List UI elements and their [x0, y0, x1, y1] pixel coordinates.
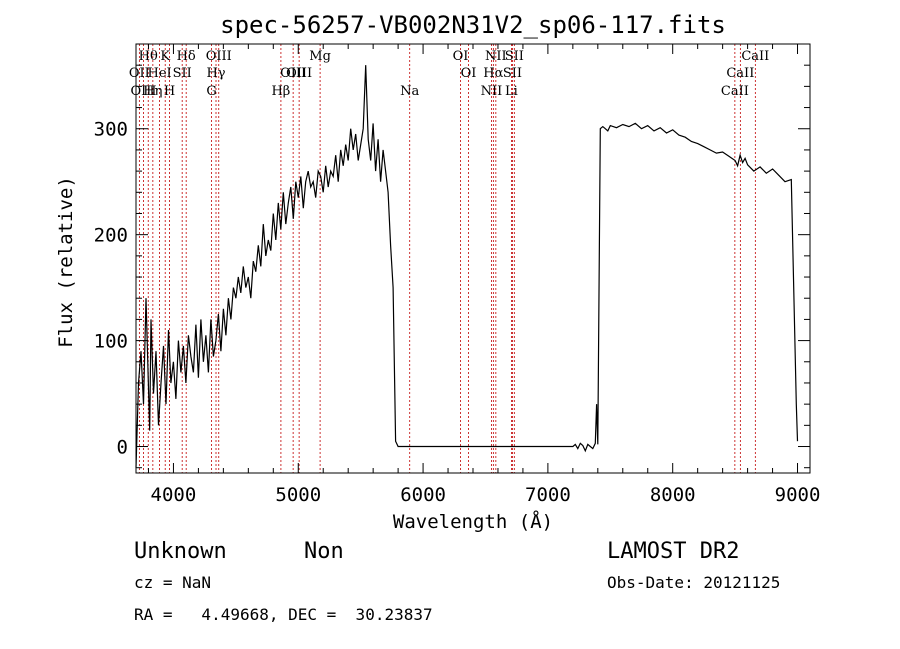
y-tick-label: 100: [94, 331, 128, 353]
spectral-line-label: SII: [173, 66, 192, 81]
spectral-line-label: OI: [453, 49, 469, 64]
obs-date-text: Obs-Date: 20121125: [607, 573, 780, 592]
plot-frame: [135, 43, 811, 474]
y-tick-label: 0: [117, 437, 128, 459]
spectral-line-label: OIII: [286, 66, 312, 81]
y-axis-label: Flux (relative): [55, 176, 77, 348]
spectral-line-label: CaII: [741, 49, 769, 64]
y-tick-label: 300: [94, 119, 128, 141]
spectral-line-label: K: [160, 49, 170, 64]
x-axis-ticks: 4000 5000 6000 7000 8000 9000: [147, 44, 821, 506]
spectral-line-label: CaII: [726, 66, 754, 81]
x-tick-label: 7000: [525, 484, 571, 506]
spectral-line-labels: HθOIIOIIIHηHeIKHSIIHδGOIIIHγHβOIIIOIIIMg…: [129, 49, 769, 99]
spectral-line-label: HeI: [148, 66, 172, 81]
coordinates-text: RA = 4.49668, DEC = 30.23837: [134, 605, 433, 624]
object-subclass: Non: [304, 539, 344, 564]
x-tick-label: 5000: [275, 484, 321, 506]
spectral-line-label: G: [206, 84, 216, 99]
spectral-line-label: Hα: [483, 66, 503, 81]
x-tick-label: 9000: [775, 484, 821, 506]
spectral-line-label: OIII: [130, 84, 156, 99]
chart-title: spec-56257-VB002N31V2_sp06-117.fits: [220, 11, 726, 39]
spectral-line-label: SII: [503, 66, 522, 81]
redshift-text: cz = NaN: [134, 573, 211, 592]
spectral-line-label: NII: [485, 49, 507, 64]
spectral-line-label: Hδ: [177, 49, 196, 64]
x-tick-label: 6000: [400, 484, 446, 506]
spectral-line-label: OIII: [280, 66, 306, 81]
y-tick-label: 200: [94, 225, 128, 247]
spectral-line-label: Mg: [309, 49, 331, 64]
spectral-line-label: Hη: [143, 84, 162, 99]
x-axis-label: Wavelength (Å): [393, 510, 553, 533]
spectral-line-label: Hγ: [206, 66, 225, 81]
spectral-line-markers: [138, 44, 756, 473]
object-class: Unknown: [134, 539, 227, 564]
spectral-line-label: OII: [129, 66, 150, 81]
spectral-line-label: Li: [505, 84, 518, 99]
spectral-line-label: OI: [461, 66, 477, 81]
spectral-line-label: NII: [481, 84, 503, 99]
x-tick-label: 4000: [151, 484, 197, 506]
y-axis-ticks: 0 100 200 300: [94, 64, 810, 469]
spectral-line-label: H: [164, 84, 175, 99]
spectral-line-label: Hθ: [139, 49, 158, 64]
spectral-line-label: Hβ: [271, 84, 290, 99]
x-tick-label: 8000: [650, 484, 696, 506]
survey-name: LAMOST DR2: [607, 539, 739, 564]
spectrum-line: [135, 65, 799, 468]
spectral-line-label: OIII: [206, 49, 232, 64]
spectral-line-label: CaII: [721, 84, 749, 99]
spectral-line-label: Na: [400, 84, 419, 99]
spectral-line-label: SII: [505, 49, 524, 64]
